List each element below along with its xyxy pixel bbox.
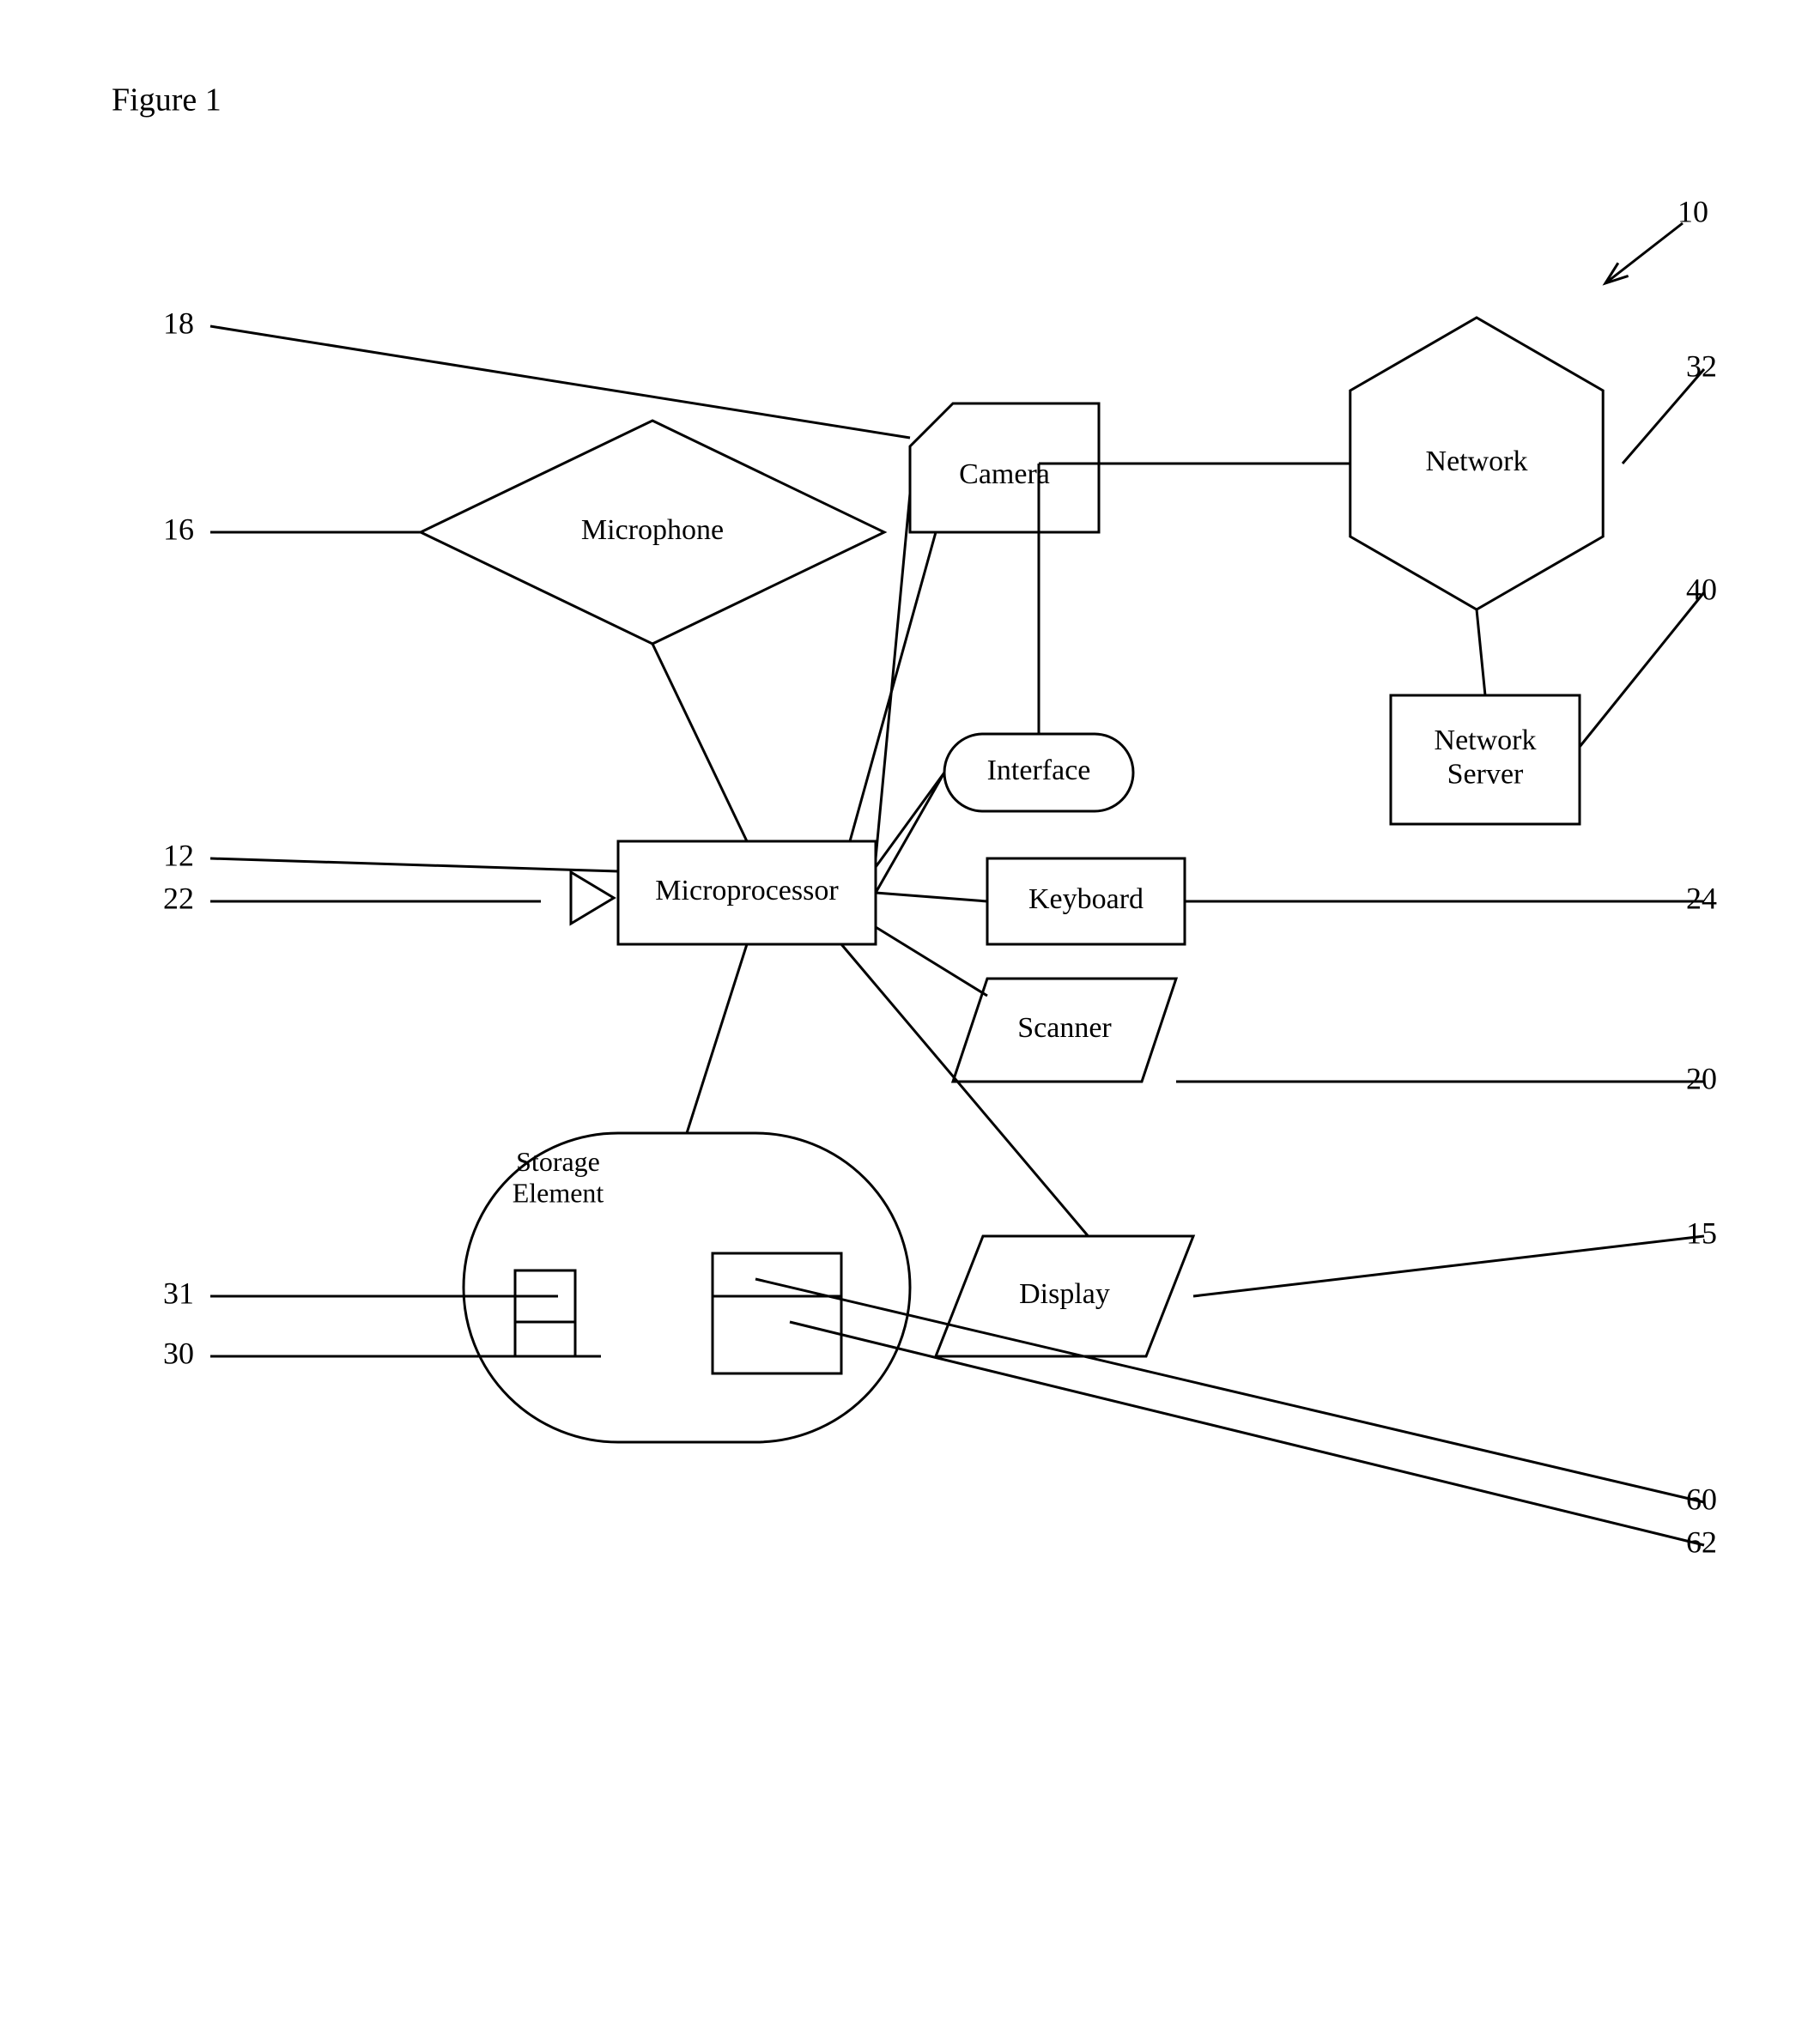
ref-12-line bbox=[210, 858, 618, 871]
storage-block-b bbox=[713, 1253, 841, 1373]
edge-microprocessor-microphone bbox=[652, 644, 747, 841]
clock-icon bbox=[571, 872, 614, 924]
ref-30-label: 30 bbox=[163, 1336, 194, 1370]
ref-60-line bbox=[755, 1279, 1704, 1502]
edge-microprocessor-camera2 bbox=[850, 532, 936, 841]
figure-title: Figure 1 bbox=[112, 82, 221, 118]
edge-network-server bbox=[1477, 609, 1485, 695]
camera-label: Camera bbox=[959, 458, 1050, 490]
edge-microprocessor-keyboard bbox=[876, 893, 987, 901]
ref-62-line bbox=[790, 1322, 1704, 1545]
edge-microprocessor-storage bbox=[687, 944, 747, 1133]
edge-microprocessor-interface2 bbox=[876, 773, 944, 867]
ref-15-label: 15 bbox=[1686, 1216, 1717, 1250]
ref-40-line bbox=[1580, 592, 1704, 747]
edge-microprocessor-interface bbox=[876, 773, 944, 893]
ref-40-label: 40 bbox=[1686, 572, 1717, 606]
scanner-label: Scanner bbox=[1017, 1012, 1112, 1044]
storage-block-a2 bbox=[515, 1322, 575, 1356]
network-server-label: Network bbox=[1435, 725, 1537, 756]
storage-label: Element bbox=[513, 1178, 604, 1209]
microphone-label: Microphone bbox=[581, 514, 724, 546]
ref-32-line bbox=[1623, 369, 1704, 464]
interface-label: Interface bbox=[987, 755, 1091, 786]
ref-60-label: 60 bbox=[1686, 1482, 1717, 1516]
ref-16-label: 16 bbox=[163, 512, 194, 546]
keyboard-label: Keyboard bbox=[1028, 883, 1144, 915]
ref-18-label: 18 bbox=[163, 306, 194, 340]
ref-12-label: 12 bbox=[163, 838, 194, 872]
network-server-label: Server bbox=[1447, 758, 1524, 790]
ref-10-arrow bbox=[1605, 223, 1683, 283]
ref-20-label: 20 bbox=[1686, 1061, 1717, 1095]
edge-microprocessor-scanner bbox=[876, 927, 987, 996]
ref-15-line bbox=[1193, 1236, 1704, 1296]
ref-10-label: 10 bbox=[1677, 194, 1708, 228]
ref-31-label: 31 bbox=[163, 1276, 194, 1310]
edge-microprocessor-camera bbox=[876, 494, 910, 858]
ref-62-label: 62 bbox=[1686, 1525, 1717, 1559]
microprocessor-label: Microprocessor bbox=[655, 875, 839, 906]
ref-32-label: 32 bbox=[1686, 349, 1717, 383]
ref-18-line bbox=[210, 326, 910, 438]
ref-24-label: 24 bbox=[1686, 881, 1717, 915]
system-block-diagram: Figure 1MicroprocessorKeyboardNetworkSer… bbox=[0, 0, 1820, 2025]
display-label: Display bbox=[1019, 1278, 1110, 1310]
storage-label: Storage bbox=[516, 1146, 600, 1177]
ref-22-label: 22 bbox=[163, 881, 194, 915]
network-label: Network bbox=[1426, 446, 1528, 477]
